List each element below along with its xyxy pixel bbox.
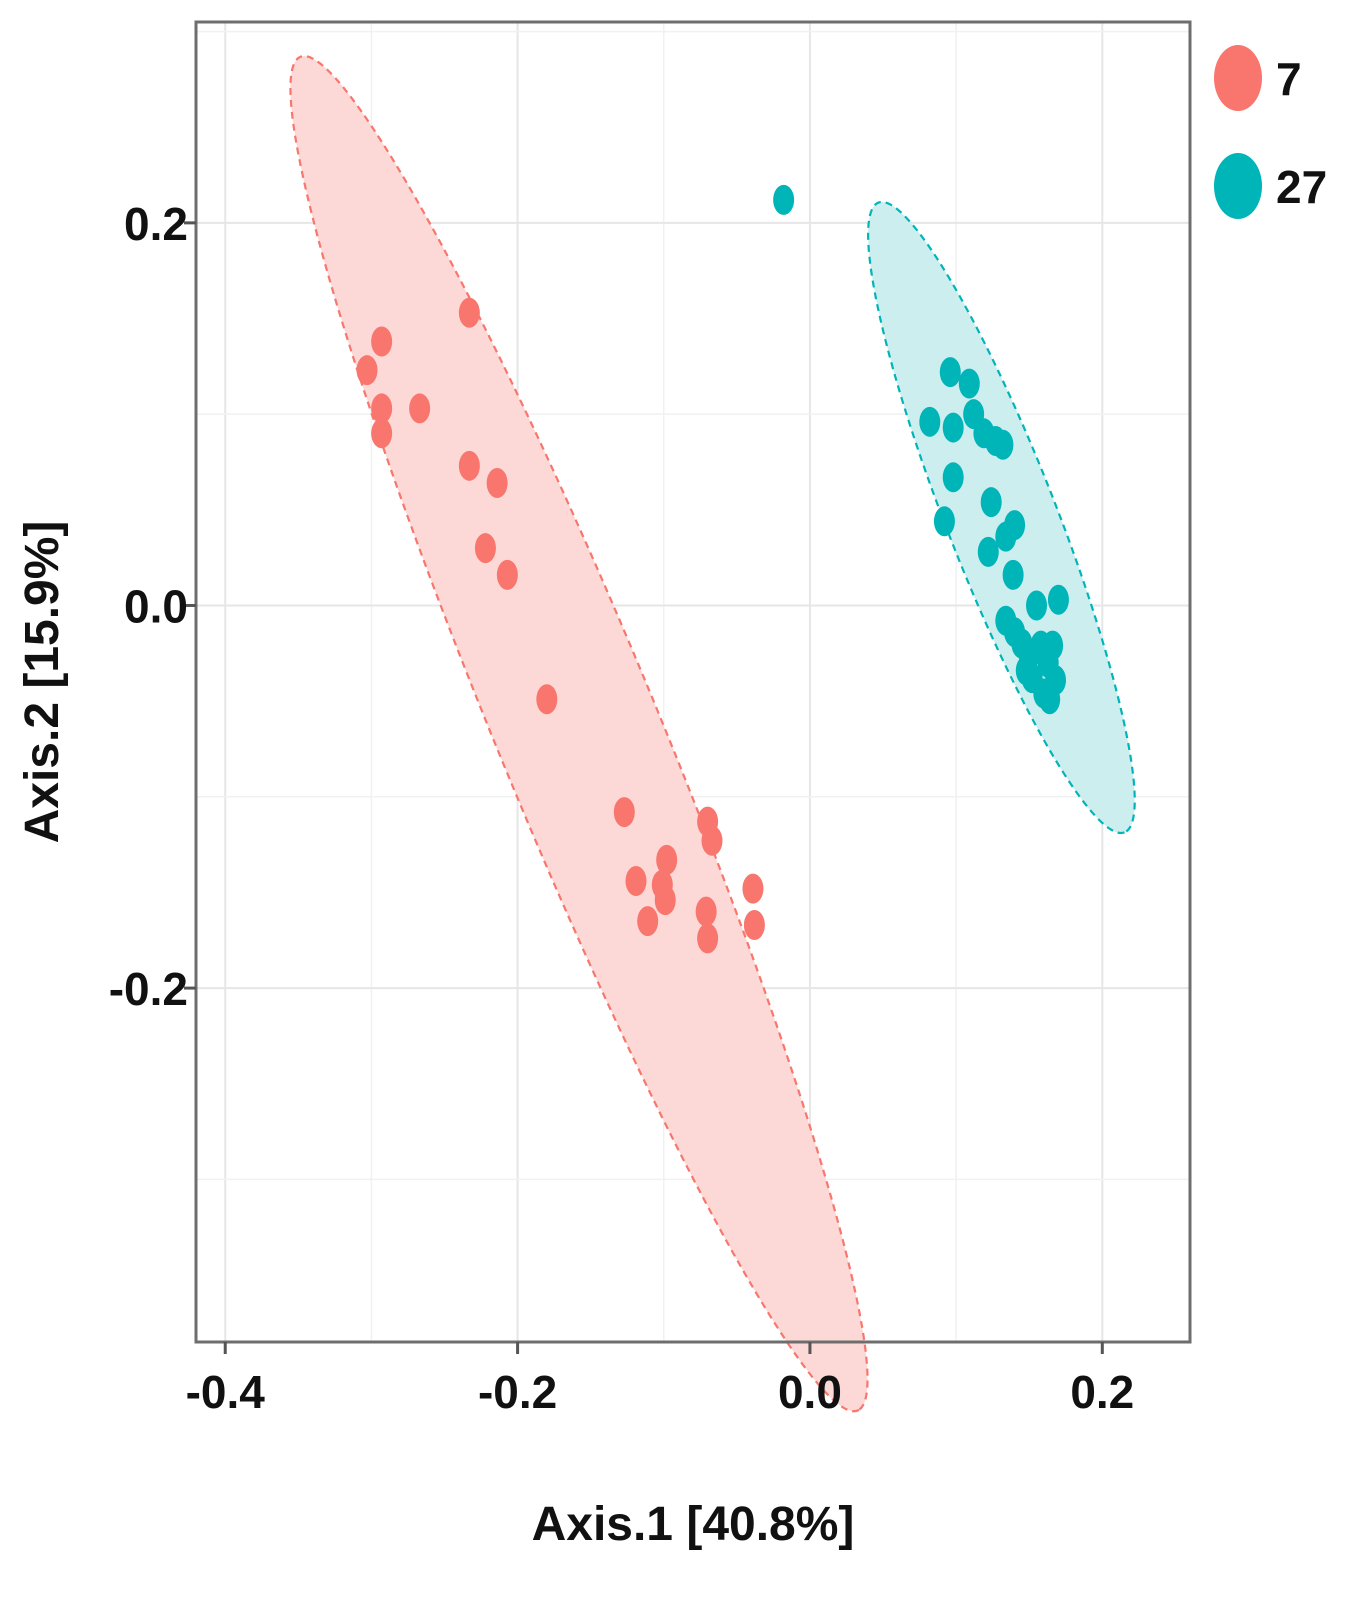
y-tick-label: 0.0 — [124, 580, 188, 632]
x-tick-label: 0.0 — [778, 1366, 842, 1418]
point-group-27-15 — [1002, 559, 1024, 590]
point-group-7-7 — [486, 468, 508, 499]
point-group-7-22 — [697, 923, 719, 954]
grid-lines — [196, 22, 1190, 1342]
ellipse-group-7 — [231, 9, 928, 1457]
point-group-27-0 — [773, 184, 795, 215]
point-group-27-4 — [942, 412, 964, 443]
point-group-27-17 — [1047, 584, 1069, 615]
point-group-7-19 — [742, 873, 764, 904]
point-group-27-11 — [933, 506, 955, 537]
point-group-27-14 — [977, 536, 999, 567]
point-group-7-4 — [371, 418, 393, 449]
point-group-27-3 — [919, 406, 941, 437]
point-group-27-8 — [992, 429, 1014, 460]
y-tick-label: -0.2 — [109, 963, 188, 1015]
x-tick-label: -0.2 — [478, 1366, 557, 1418]
legend-swatch-27 — [1214, 153, 1262, 219]
y-axis-ticks: -0.2 0.0 0.2 — [109, 198, 196, 1015]
ellipse-group-27 — [830, 172, 1173, 863]
point-group-27-13 — [995, 521, 1017, 552]
plot-panel-border — [194, 20, 1192, 1344]
point-group-27-2 — [958, 368, 980, 399]
y-tick-label: 0.2 — [124, 198, 188, 250]
point-group-7-15 — [654, 885, 676, 916]
confidence-ellipses — [231, 9, 1173, 1457]
point-group-7-11 — [613, 797, 635, 828]
point-group-27-29 — [1039, 684, 1061, 715]
point-group-7-16 — [637, 906, 659, 937]
point-group-7-1 — [371, 326, 393, 357]
point-group-7-9 — [496, 559, 518, 590]
point-group-7-12 — [656, 844, 678, 875]
point-group-7-18 — [701, 825, 723, 856]
legend: 7 27 — [1214, 45, 1327, 219]
x-tick-label: 0.2 — [1070, 1366, 1134, 1418]
point-group-7-2 — [356, 355, 378, 386]
point-group-7-6 — [458, 450, 480, 481]
legend-label-27: 27 — [1276, 161, 1327, 213]
point-group-27-16 — [1026, 590, 1048, 621]
x-tick-label: -0.4 — [186, 1366, 266, 1418]
data-points — [356, 184, 1069, 954]
point-group-7-5 — [409, 393, 431, 424]
x-axis-title: Axis.1 [40.8%] — [532, 1498, 855, 1551]
point-group-7-21 — [695, 896, 717, 927]
y-axis-title: Axis.2 [15.9%] — [16, 521, 69, 844]
x-axis-ticks: -0.4 -0.2 0.0 0.2 — [186, 1342, 1134, 1418]
point-group-7-3 — [371, 393, 393, 424]
point-group-27-1 — [939, 357, 961, 388]
legend-swatch-7 — [1214, 45, 1262, 111]
point-group-7-13 — [625, 865, 647, 896]
point-group-7-0 — [458, 297, 480, 328]
point-group-27-10 — [980, 487, 1002, 518]
point-group-7-20 — [743, 909, 765, 940]
point-group-7-8 — [474, 533, 496, 564]
legend-label-7: 7 — [1276, 53, 1302, 105]
point-group-7-10 — [536, 684, 558, 715]
point-group-27-9 — [942, 462, 964, 493]
